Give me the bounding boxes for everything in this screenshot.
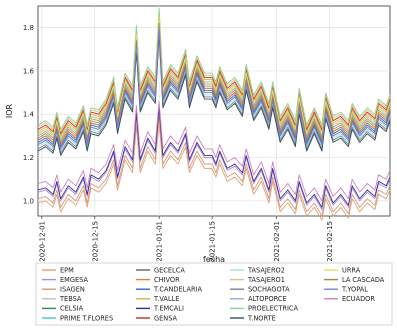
y-tick-label: 1.6 bbox=[23, 67, 35, 75]
legend-entry: TEBSA bbox=[59, 295, 82, 303]
series-line-proelectrica bbox=[37, 7, 391, 130]
series-line-epm bbox=[37, 120, 391, 221]
x-tick-label: 2021-02-15 bbox=[326, 221, 334, 262]
series-line-altoporce bbox=[37, 18, 391, 141]
series-line-t-emcali bbox=[37, 107, 391, 208]
y-tick-label: 1.8 bbox=[23, 24, 34, 32]
series-line-tasajero1 bbox=[37, 9, 391, 133]
series-line-sochagota bbox=[37, 31, 391, 154]
legend-entry: T.CANDELARIA bbox=[153, 286, 202, 294]
legend-entry: ALTOPORCE bbox=[248, 295, 287, 303]
series-line-gensa bbox=[37, 12, 391, 135]
plot-area bbox=[37, 5, 391, 221]
x-tick-label: 2021-02-01 bbox=[273, 221, 281, 262]
legend-entry: URRA bbox=[342, 266, 361, 274]
legend-entry: CHIVOR bbox=[154, 276, 180, 284]
legend-entry: GECELCA bbox=[154, 266, 185, 274]
legend-entry: T.NORTE bbox=[247, 314, 276, 322]
legend-entry: T.YOPAL bbox=[341, 286, 368, 294]
y-tick-label: 1.2 bbox=[23, 154, 34, 162]
series-lines bbox=[37, 7, 391, 221]
legend-entry: T.EMCALI bbox=[153, 305, 184, 313]
legend-entry: ECUADOR bbox=[342, 295, 375, 303]
series-line-chivor bbox=[37, 20, 391, 143]
legend-entry: EMGESA bbox=[60, 276, 88, 284]
legend-entry: T.VALLE bbox=[153, 295, 179, 303]
series-line-emgesa bbox=[37, 109, 391, 210]
y-axis-label: IOR bbox=[5, 103, 14, 118]
series-line-ecuador bbox=[37, 100, 391, 202]
legend-entry: LA CASCADA bbox=[342, 276, 385, 284]
y-tick-label: 1.4 bbox=[23, 111, 35, 119]
legend-entry: GENSA bbox=[154, 314, 178, 322]
x-axis-label: fecha bbox=[203, 255, 225, 264]
series-line-t-candelaria bbox=[37, 25, 391, 148]
y-tick-label: 1.0 bbox=[23, 197, 34, 205]
legend-entry: SOCHAGOTA bbox=[248, 286, 290, 294]
legend-entry: TASAJERO2 bbox=[247, 266, 285, 274]
x-tick-label: 2020-12-15 bbox=[91, 221, 99, 262]
legend-entry: PROELECTRICA bbox=[248, 305, 299, 313]
legend-entry: TASAJERO1 bbox=[247, 276, 285, 284]
series-line-isagen bbox=[37, 115, 391, 217]
legend-entry: ISAGEN bbox=[60, 286, 85, 294]
legend-box bbox=[35, 262, 393, 326]
y-axis-ticks: 1.0 1.2 1.4 1.6 1.8 bbox=[23, 24, 35, 205]
x-tick-label: 2020-12-01 bbox=[38, 221, 46, 262]
series-line-la-cascada bbox=[37, 22, 391, 146]
legend-entry: EPM bbox=[60, 266, 74, 274]
series-line-t-norte bbox=[37, 33, 391, 156]
x-axis-ticks: 2020-12-01 2020-12-15 2021-01-01 2021-01-15… bbox=[38, 216, 334, 262]
series-line-urra bbox=[37, 16, 391, 139]
x-tick-label: 2021-01-01 bbox=[156, 221, 164, 262]
series-line-t-valle bbox=[37, 14, 391, 137]
x-tick-label: 2021-01-15 bbox=[209, 221, 217, 262]
legend-entry: PRIME T.FLORES bbox=[60, 314, 113, 322]
legend-entry: CELSIA bbox=[60, 305, 84, 313]
series-line-tasajero2 bbox=[37, 29, 391, 152]
series-line-t-yopal bbox=[37, 27, 391, 150]
